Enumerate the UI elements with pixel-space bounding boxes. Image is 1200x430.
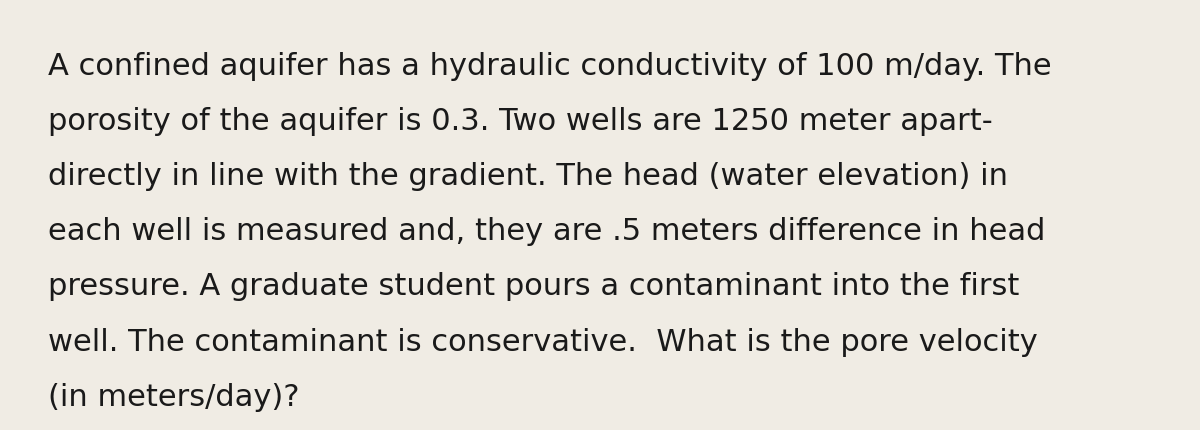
Text: directly in line with the gradient. The head (water elevation) in: directly in line with the gradient. The … <box>48 162 1008 190</box>
Text: A confined aquifer has a hydraulic conductivity of 100 m/day. The: A confined aquifer has a hydraulic condu… <box>48 52 1051 80</box>
Text: each well is measured and, they are .5 meters difference in head: each well is measured and, they are .5 m… <box>48 217 1045 246</box>
Text: porosity of the aquifer is 0.3. Two wells are 1250 meter apart-: porosity of the aquifer is 0.3. Two well… <box>48 107 992 135</box>
Text: well. The contaminant is conservative.  What is the pore velocity: well. The contaminant is conservative. W… <box>48 327 1038 356</box>
Text: pressure. A graduate student pours a contaminant into the first: pressure. A graduate student pours a con… <box>48 272 1019 301</box>
Text: (in meters/day)?: (in meters/day)? <box>48 382 300 411</box>
